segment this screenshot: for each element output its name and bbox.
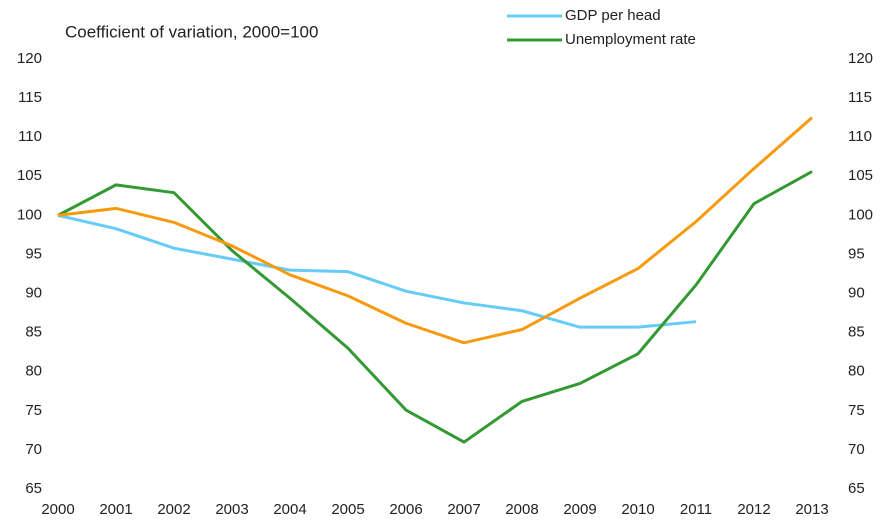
x-tick-label: 2007 xyxy=(447,501,480,518)
y2-tick-label: 70 xyxy=(848,441,865,458)
y2-tick-label: 80 xyxy=(848,363,865,380)
y-tick-label: 85 xyxy=(25,324,42,341)
y-tick-label: 95 xyxy=(25,245,42,262)
y-tick-label: 75 xyxy=(25,402,42,419)
y2-tick-label: 115 xyxy=(848,89,872,106)
y2-tick-label: 105 xyxy=(848,167,873,184)
y-tick-label: 110 xyxy=(18,128,42,145)
y-tick-label: 120 xyxy=(17,50,42,67)
x-tick-label: 2006 xyxy=(389,501,422,518)
y-tick-label: 100 xyxy=(17,206,42,223)
y2-tick-label: 100 xyxy=(848,206,873,223)
series-line xyxy=(57,213,697,329)
x-tick-label: 2011 xyxy=(680,501,712,518)
x-tick-label: 2002 xyxy=(157,501,190,518)
chart-title: Coefficient of variation, 2000=100 xyxy=(65,22,318,41)
y2-tick-label: 90 xyxy=(848,285,865,302)
x-tick-label: 2009 xyxy=(563,501,596,518)
series-line xyxy=(57,170,813,444)
series-line xyxy=(57,116,813,345)
y-tick-label: 65 xyxy=(25,480,42,497)
y-tick-label: 105 xyxy=(17,167,42,184)
x-tick-label: 2008 xyxy=(505,501,538,518)
y2-tick-label: 65 xyxy=(848,480,865,497)
y-tick-label: 80 xyxy=(25,363,42,380)
y2-tick-label: 120 xyxy=(848,50,873,67)
x-tick-label: 2001 xyxy=(99,501,132,518)
legend-label: Unemployment rate xyxy=(565,31,696,48)
y-tick-label: 90 xyxy=(25,285,42,302)
y2-tick-label: 110 xyxy=(848,128,872,145)
y2-tick-label: 95 xyxy=(848,245,865,262)
y-tick-label: 115 xyxy=(18,89,42,106)
x-tick-label: 2010 xyxy=(621,501,654,518)
y2-tick-label: 75 xyxy=(848,402,865,419)
x-tick-label: 2004 xyxy=(273,501,306,518)
legend-label: GDP per head xyxy=(565,7,661,24)
y-tick-label: 70 xyxy=(25,441,42,458)
x-tick-label: 2012 xyxy=(737,501,770,518)
x-tick-label: 2000 xyxy=(41,501,74,518)
x-tick-label: 2013 xyxy=(795,501,828,518)
x-tick-label: 2005 xyxy=(331,501,364,518)
y2-tick-label: 85 xyxy=(848,324,865,341)
x-tick-label: 2003 xyxy=(215,501,248,518)
